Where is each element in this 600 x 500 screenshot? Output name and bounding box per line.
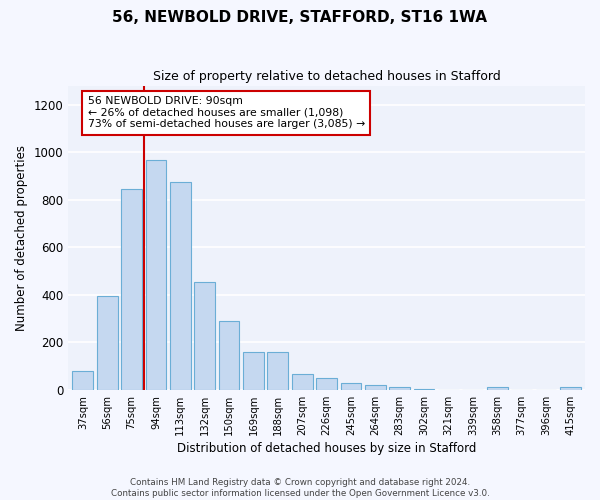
Bar — [268, 352, 288, 390]
Bar — [121, 189, 142, 390]
Title: Size of property relative to detached houses in Stafford: Size of property relative to detached ho… — [153, 70, 500, 83]
Bar — [389, 387, 410, 390]
Bar — [487, 388, 508, 390]
Bar — [316, 378, 337, 390]
Bar — [219, 321, 239, 390]
Y-axis label: Number of detached properties: Number of detached properties — [15, 144, 28, 330]
Bar — [170, 182, 191, 390]
Text: Contains HM Land Registry data © Crown copyright and database right 2024.
Contai: Contains HM Land Registry data © Crown c… — [110, 478, 490, 498]
Bar — [97, 296, 118, 390]
Bar — [73, 371, 93, 390]
Bar — [341, 382, 361, 390]
Text: 56 NEWBOLD DRIVE: 90sqm
← 26% of detached houses are smaller (1,098)
73% of semi: 56 NEWBOLD DRIVE: 90sqm ← 26% of detache… — [88, 96, 365, 130]
Text: 56, NEWBOLD DRIVE, STAFFORD, ST16 1WA: 56, NEWBOLD DRIVE, STAFFORD, ST16 1WA — [113, 10, 487, 25]
Bar — [560, 387, 581, 390]
X-axis label: Distribution of detached houses by size in Stafford: Distribution of detached houses by size … — [177, 442, 476, 455]
Bar — [243, 352, 264, 390]
Bar — [146, 160, 166, 390]
Bar — [194, 282, 215, 390]
Bar — [292, 374, 313, 390]
Bar — [365, 384, 386, 390]
